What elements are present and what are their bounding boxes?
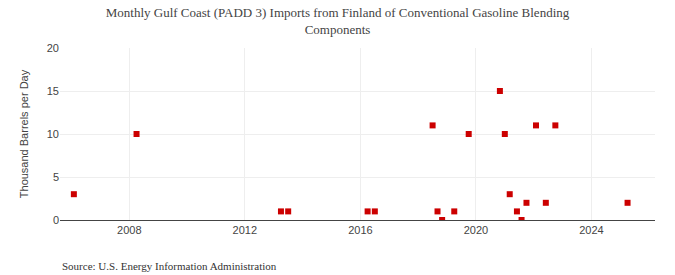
svg-text:2008: 2008 <box>117 224 141 236</box>
svg-text:0: 0 <box>53 214 59 226</box>
svg-text:10: 10 <box>47 128 59 140</box>
svg-text:Monthly Gulf Coast (PADD 3) Im: Monthly Gulf Coast (PADD 3) Imports from… <box>106 5 570 37</box>
svg-text:2020: 2020 <box>464 224 488 236</box>
svg-text:5: 5 <box>53 171 59 183</box>
svg-text:2012: 2012 <box>233 224 257 236</box>
svg-text:20: 20 <box>47 42 59 54</box>
svg-text:15: 15 <box>47 85 59 97</box>
svg-text:Thousand Barrels per Day: Thousand Barrels per Day <box>18 69 30 198</box>
svg-text:2016: 2016 <box>348 224 372 236</box>
svg-text:2024: 2024 <box>579 224 603 236</box>
svg-text:Source: U.S. Energy Informatio: Source: U.S. Energy Information Administ… <box>62 260 277 272</box>
